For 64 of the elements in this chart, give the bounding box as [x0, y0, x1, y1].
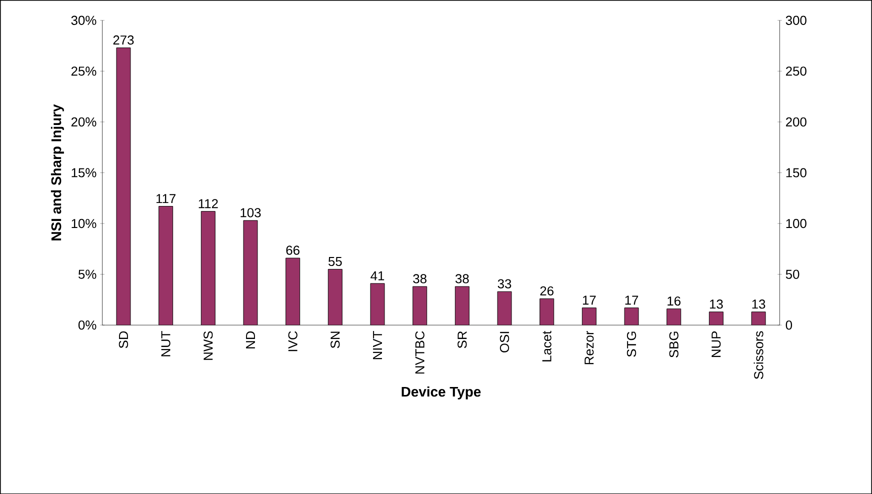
x-tick-label: STG	[626, 332, 636, 357]
x-tick-label: NWS	[204, 331, 213, 360]
data-label: 17	[625, 296, 638, 304]
bar	[540, 298, 554, 325]
x-tick-label: NVTBC	[415, 331, 424, 374]
x-tick-label: SD	[118, 331, 128, 348]
bar	[751, 311, 766, 325]
x-tick-label: Lacet	[542, 330, 552, 362]
data-label: 13	[710, 299, 723, 309]
data-label: 112	[198, 198, 218, 208]
y2-tick-label: 50	[786, 270, 800, 279]
data-label: 55	[328, 256, 342, 266]
bar	[158, 206, 174, 325]
data-label: 26	[540, 286, 554, 296]
x-tick-label: SBG	[669, 332, 678, 358]
data-label: 103	[240, 208, 261, 218]
data-label: 66	[286, 246, 300, 255]
data-label: 33	[498, 279, 512, 288]
y2-tick-label: 0	[786, 320, 792, 330]
x-tick-label: OSI	[500, 332, 510, 352]
y-tick-label: 25%	[71, 66, 96, 76]
data-label: 38	[455, 274, 469, 284]
bar	[286, 258, 300, 325]
y-tick-label: 5%	[78, 270, 96, 279]
data-label: 273	[113, 35, 134, 44]
x-tick-label: SN	[330, 332, 340, 348]
y-tick-label: 0%	[78, 320, 96, 330]
data-label: 13	[752, 299, 766, 309]
x-tick-label: NIVT	[373, 330, 382, 359]
x-axis-title: Device Type	[402, 386, 481, 400]
bar	[582, 307, 596, 325]
bar	[328, 268, 342, 325]
x-tick-label: NUT	[161, 330, 170, 356]
y-tick-label: 10%	[72, 218, 96, 228]
y2-tick-label: 250	[786, 66, 806, 76]
x-tick-label: NUP	[712, 331, 721, 357]
y2-tick-label: 200	[786, 117, 806, 126]
data-label: 117	[156, 194, 176, 203]
y-axis-title: NSI and Sharp Injury	[50, 104, 64, 240]
y2-tick-label: 150	[786, 168, 806, 178]
bar	[116, 47, 131, 325]
data-label: 41	[370, 271, 384, 280]
y-tick-label: 15%	[72, 168, 96, 178]
bar	[243, 220, 258, 325]
bar	[370, 283, 385, 325]
y2-tick-label: 100	[786, 218, 806, 228]
data-label: 16	[668, 296, 680, 306]
x-tick-label: SR	[458, 331, 467, 348]
bar	[624, 307, 639, 325]
data-label: 17	[582, 296, 596, 304]
data-label: 38	[413, 274, 426, 284]
y-tick-label: 20%	[71, 117, 96, 126]
x-tick-label: IVC	[288, 331, 298, 351]
bar	[412, 286, 428, 325]
x-tick-label: Scissors	[754, 331, 764, 379]
bar	[708, 311, 724, 325]
bar	[666, 308, 682, 325]
bar	[497, 291, 512, 325]
bar	[200, 210, 216, 325]
y-tick-label: 30%	[71, 16, 96, 25]
bar	[454, 286, 470, 325]
x-tick-label: Rezor	[584, 330, 594, 364]
x-tick-label: ND	[246, 331, 255, 348]
y2-tick-label: 300	[786, 16, 806, 25]
